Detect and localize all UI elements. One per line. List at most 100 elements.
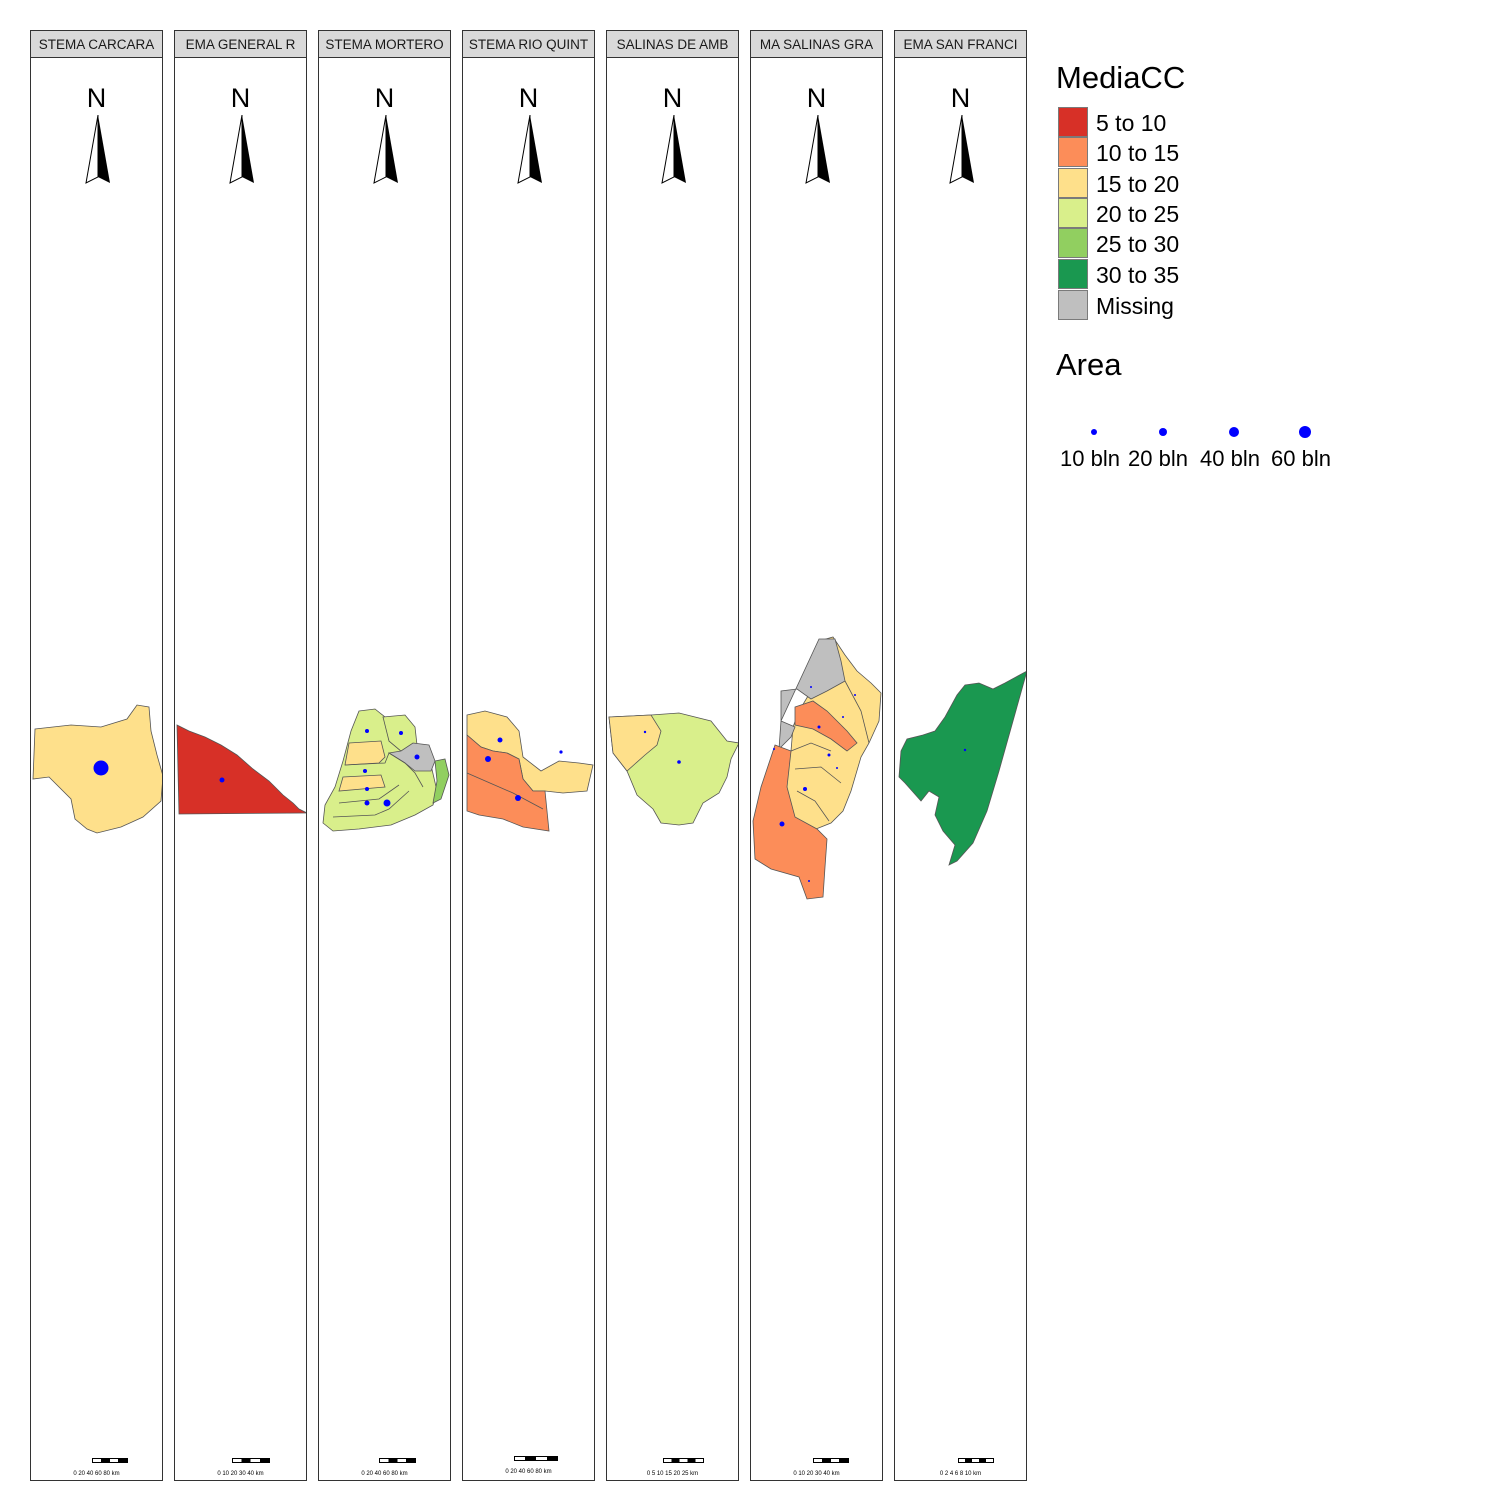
region-polygon — [338, 774, 386, 792]
north-label: N — [374, 83, 395, 113]
area-bubble — [836, 767, 838, 769]
area-bubble — [559, 750, 563, 754]
map-panel-mortero: STEMA MORTERO N 0 20 40 60 80 km — [318, 30, 451, 1481]
legend-bubble-label: 20 bln — [1128, 446, 1188, 471]
north-label: N — [806, 83, 827, 113]
map-panel-san-francisco: EMA SAN FRANCI N 0 2 4 6 8 10 km — [894, 30, 1027, 1481]
north-label: N — [662, 83, 683, 113]
region-polygon — [176, 724, 306, 815]
area-bubble — [803, 787, 807, 791]
map-panel-general-roca: EMA GENERAL R N 0 10 20 30 40 km — [174, 30, 307, 1481]
north-arrow-icon — [373, 115, 398, 184]
region-boundary — [466, 772, 544, 810]
legend-label: 30 to 35 — [1096, 262, 1180, 288]
area-bubble — [414, 754, 420, 760]
legend-swatch — [1058, 137, 1088, 167]
legend-label: 25 to 30 — [1096, 231, 1180, 257]
region-polygon — [432, 758, 450, 804]
panel-title: STEMA CARCARA — [38, 37, 155, 52]
panel-title: STEMA RIO QUINT — [468, 37, 589, 52]
legend-swatch — [1058, 107, 1088, 137]
panel-title: MA SALINAS GRA — [759, 37, 874, 52]
region-polygon — [794, 700, 858, 752]
area-bubble — [677, 760, 681, 764]
legend-swatch — [1058, 290, 1088, 320]
legend-fill-title: MediaCC — [1056, 60, 1186, 95]
legend-bubble — [1159, 428, 1167, 436]
region-boundary — [790, 742, 832, 752]
region-boundary — [338, 784, 400, 804]
scale-labels: 0 2 4 6 8 10 km — [939, 1471, 982, 1477]
region-map — [322, 708, 450, 832]
area-bubble — [365, 729, 369, 733]
area-bubble — [817, 725, 821, 729]
region-polygon — [608, 714, 662, 772]
map-panel-rio-quinto: STEMA RIO QUINT N 0 20 40 60 80 km — [462, 30, 595, 1481]
map-panel-carcarana: STEMA CARCARA N 0 20 40 60 80 km — [30, 30, 163, 1481]
legend-swatch — [1058, 259, 1088, 289]
legend-bubble — [1090, 428, 1098, 436]
area-bubble — [808, 880, 810, 882]
panel-title-strip: STEMA MORTERO — [319, 31, 450, 58]
north-arrow-icon — [805, 115, 830, 184]
legend-label: 15 to 20 — [1096, 171, 1180, 197]
north-label: N — [86, 83, 107, 113]
panel-title: EMA SAN FRANCI — [903, 37, 1018, 52]
region-boundary — [794, 766, 842, 784]
area-bubble — [515, 795, 521, 801]
legend-size-title: Area — [1056, 347, 1122, 382]
legend-bubble-label: 60 bln — [1271, 446, 1331, 471]
panel-title: SALINAS DE AMB — [616, 37, 729, 52]
area-bubble — [842, 716, 844, 718]
scale-labels: 0 20 40 60 80 km — [361, 1471, 408, 1477]
north-label: N — [230, 83, 251, 113]
legend-bubble-label: 10 bln — [1060, 446, 1120, 471]
legend-label: 10 to 15 — [1096, 140, 1180, 166]
region-boundary — [844, 680, 870, 744]
panel-title: STEMA MORTERO — [325, 37, 444, 52]
area-bubble — [93, 760, 109, 776]
area-bubble — [810, 686, 812, 688]
scale-labels: 0 20 40 60 80 km — [73, 1471, 120, 1477]
area-bubble — [643, 730, 647, 734]
panel-title-strip: EMA SAN FRANCI — [895, 31, 1026, 58]
region-map — [176, 724, 306, 815]
north-label: N — [950, 83, 971, 113]
area-bubble — [779, 821, 785, 827]
scale-labels: 0 10 20 30 40 km — [217, 1471, 264, 1477]
legend-bubble — [1298, 425, 1312, 439]
north-label: N — [518, 83, 539, 113]
north-arrow-icon — [85, 115, 110, 184]
map-panel-salinas-ambargasta: SALINAS DE AMB N 0 5 10 15 20 25 km — [606, 30, 739, 1481]
legend-bubble — [1228, 426, 1240, 438]
region-boundary — [796, 790, 830, 822]
region-map — [32, 704, 162, 834]
region-boundary — [344, 752, 424, 788]
legend-swatch — [1058, 198, 1088, 228]
scale-labels: 0 10 20 30 40 km — [793, 1471, 840, 1477]
map-panel-salinas-grandes: MA SALINAS GRA N 0 10 20 30 40 km — [750, 30, 883, 1481]
area-bubble — [827, 753, 831, 757]
legend-label: 20 to 25 — [1096, 201, 1180, 227]
legend-swatch — [1058, 228, 1088, 258]
panel-title: EMA GENERAL R — [185, 37, 296, 52]
legend-label: 5 to 10 — [1096, 110, 1167, 136]
panel-title-strip: SALINAS DE AMB — [607, 31, 738, 58]
area-bubble — [485, 756, 491, 762]
north-arrow-icon — [661, 115, 686, 184]
region-map — [608, 712, 738, 826]
north-arrow-icon — [517, 115, 542, 184]
panel-title-strip: STEMA RIO QUINT — [463, 31, 594, 58]
area-bubble — [399, 731, 403, 735]
north-arrow-icon — [949, 115, 974, 184]
region-map — [752, 636, 882, 900]
legend-swatch — [1058, 168, 1088, 198]
region-polygon — [344, 740, 386, 766]
panel-title-strip: STEMA CARCARA — [31, 31, 162, 58]
region-boundary — [332, 790, 410, 818]
north-arrow-icon — [229, 115, 254, 184]
area-bubble — [219, 777, 225, 783]
scale-labels: 0 20 40 60 80 km — [505, 1469, 552, 1475]
area-bubble — [364, 800, 370, 806]
area-bubble — [854, 694, 856, 696]
